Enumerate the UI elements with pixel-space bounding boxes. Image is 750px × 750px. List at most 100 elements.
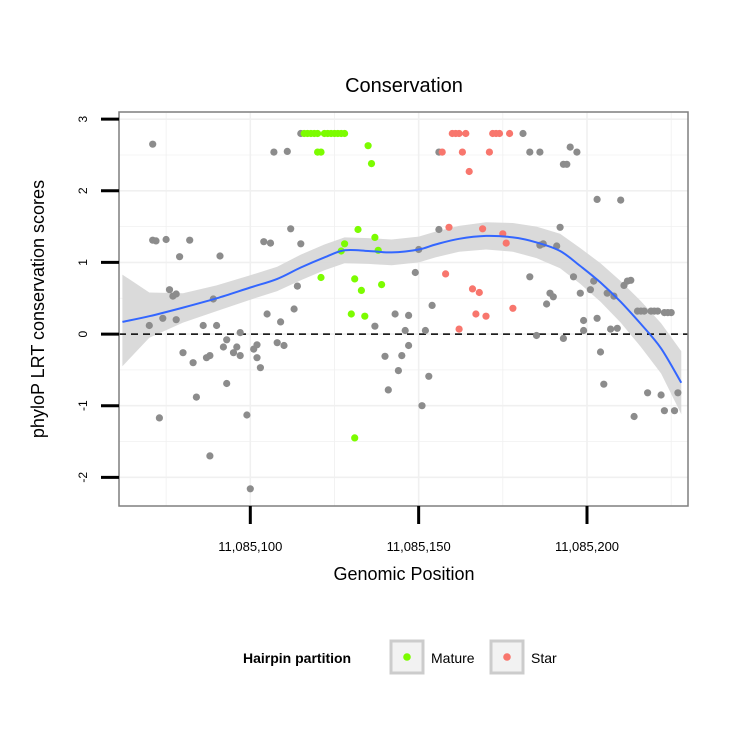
point-other bbox=[421, 326, 429, 335]
point-other bbox=[159, 314, 167, 322]
point-other bbox=[559, 334, 568, 342]
point-star bbox=[445, 223, 453, 231]
point-star bbox=[468, 285, 477, 293]
point-other bbox=[580, 326, 588, 335]
point-other bbox=[216, 252, 224, 260]
point-other bbox=[381, 352, 389, 360]
point-other bbox=[627, 276, 635, 284]
plot-border bbox=[118, 111, 689, 507]
point-other bbox=[223, 379, 231, 388]
point-other bbox=[293, 282, 301, 290]
legend-item-star: Star bbox=[489, 639, 557, 675]
point-star bbox=[482, 312, 490, 320]
point-other bbox=[189, 359, 197, 367]
point-other bbox=[260, 238, 268, 246]
point-other bbox=[206, 452, 214, 460]
legend-item-mature: Mature bbox=[389, 639, 475, 675]
point-other bbox=[243, 411, 251, 419]
point-star bbox=[495, 129, 504, 138]
point-other bbox=[580, 316, 588, 325]
point-other bbox=[192, 393, 200, 401]
point-other bbox=[630, 412, 638, 421]
point-other bbox=[297, 240, 305, 248]
point-other bbox=[280, 341, 288, 350]
point-other bbox=[179, 349, 187, 357]
point-other bbox=[596, 348, 605, 356]
point-other bbox=[613, 324, 621, 332]
point-mature bbox=[317, 148, 325, 156]
point-mature bbox=[341, 240, 349, 248]
point-other bbox=[266, 239, 275, 247]
legend: Hairpin partition Mature Star bbox=[243, 639, 557, 675]
point-star bbox=[472, 310, 480, 318]
point-star bbox=[455, 129, 463, 138]
point-other bbox=[398, 352, 406, 360]
legend-dot-mature bbox=[403, 653, 411, 661]
point-mature bbox=[314, 129, 322, 138]
point-other bbox=[576, 289, 584, 297]
point-other bbox=[428, 301, 436, 309]
point-star bbox=[462, 129, 470, 138]
y-tick-label: 1 bbox=[76, 259, 90, 266]
x-tick-label: 11,085,200 bbox=[555, 539, 619, 554]
point-other bbox=[607, 325, 615, 333]
point-other bbox=[229, 349, 238, 357]
point-other bbox=[290, 305, 298, 313]
point-other bbox=[526, 273, 534, 281]
chart-title: Conservation bbox=[345, 75, 463, 97]
point-other bbox=[593, 195, 601, 203]
point-mature bbox=[351, 275, 359, 283]
point-other bbox=[536, 148, 544, 156]
point-other bbox=[165, 286, 174, 294]
point-other bbox=[657, 391, 665, 399]
smooth-trend-line bbox=[122, 234, 683, 384]
point-other bbox=[206, 352, 214, 360]
point-other bbox=[549, 293, 557, 301]
point-other bbox=[411, 268, 419, 277]
point-other bbox=[418, 402, 426, 410]
point-other bbox=[532, 331, 541, 340]
point-other bbox=[394, 367, 402, 375]
point-other bbox=[674, 389, 682, 397]
y-axis-ticks: -2 -1 0 1 2 3 bbox=[76, 116, 119, 483]
point-mature bbox=[351, 434, 359, 442]
y-tick-label: 0 bbox=[76, 330, 90, 337]
point-other bbox=[573, 148, 581, 156]
point-other bbox=[155, 414, 163, 422]
point-other bbox=[543, 300, 551, 308]
point-other bbox=[253, 341, 261, 349]
y-tick-label: 3 bbox=[76, 116, 90, 123]
point-star bbox=[475, 288, 483, 297]
point-mature bbox=[367, 160, 376, 168]
x-axis-ticks: 11,085,100 11,085,150 11,085,200 bbox=[218, 506, 619, 554]
y-tick-label: 2 bbox=[76, 187, 90, 194]
point-other bbox=[563, 160, 571, 168]
point-mature bbox=[357, 286, 365, 294]
point-mature bbox=[347, 310, 355, 318]
point-other bbox=[644, 389, 652, 397]
point-other bbox=[277, 318, 285, 326]
point-star bbox=[506, 129, 514, 138]
point-other bbox=[640, 307, 648, 315]
point-other bbox=[186, 236, 194, 244]
point-other bbox=[223, 336, 231, 344]
point-star bbox=[485, 148, 493, 156]
point-mature bbox=[378, 281, 386, 289]
point-other bbox=[670, 407, 679, 415]
point-mature bbox=[341, 129, 349, 138]
point-other bbox=[425, 372, 433, 380]
point-other bbox=[617, 196, 625, 204]
point-other bbox=[384, 386, 392, 394]
point-other bbox=[556, 223, 564, 231]
point-star bbox=[442, 270, 450, 278]
plot-panel bbox=[118, 111, 689, 507]
point-mature bbox=[371, 233, 379, 241]
point-other bbox=[401, 326, 409, 335]
legend-label-star: Star bbox=[531, 650, 557, 666]
point-other bbox=[519, 129, 527, 138]
legend-label-mature: Mature bbox=[431, 650, 475, 666]
point-other bbox=[162, 235, 170, 244]
point-other bbox=[566, 143, 574, 151]
point-star bbox=[455, 325, 463, 333]
point-other bbox=[233, 343, 241, 351]
